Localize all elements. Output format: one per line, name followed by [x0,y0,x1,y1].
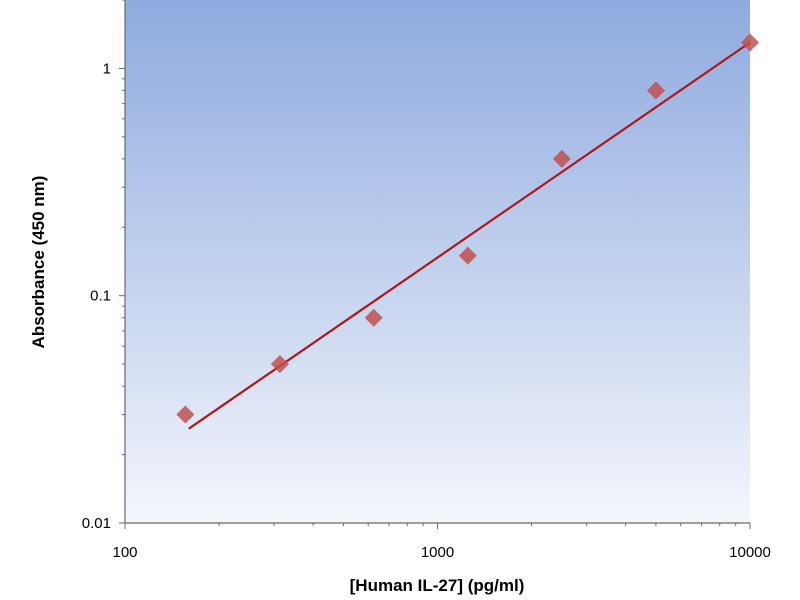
x-tick-label: 10000 [729,544,771,561]
data-point [646,81,665,100]
y-tick-label: 0.01 [82,515,111,532]
y-axis-title: Absorbance (450 nm) [29,176,48,349]
plot-area [125,0,750,523]
data-point [741,33,759,52]
data-points-layer [176,33,759,424]
data-point [364,308,383,327]
data-point [176,405,195,424]
x-tick-label: 1000 [421,544,454,561]
data-point [270,355,289,374]
x-tick-label: 100 [112,544,137,561]
tick-marks-layer: 0.01 0.1 1 100 1000 10000 [82,0,771,561]
y-tick-label: 0.1 [90,288,111,305]
y-tick-label: 1 [103,60,111,77]
data-point [552,149,571,168]
data-point [458,246,477,265]
x-axis-title: [Human IL-27] (pg/ml) [350,576,525,595]
